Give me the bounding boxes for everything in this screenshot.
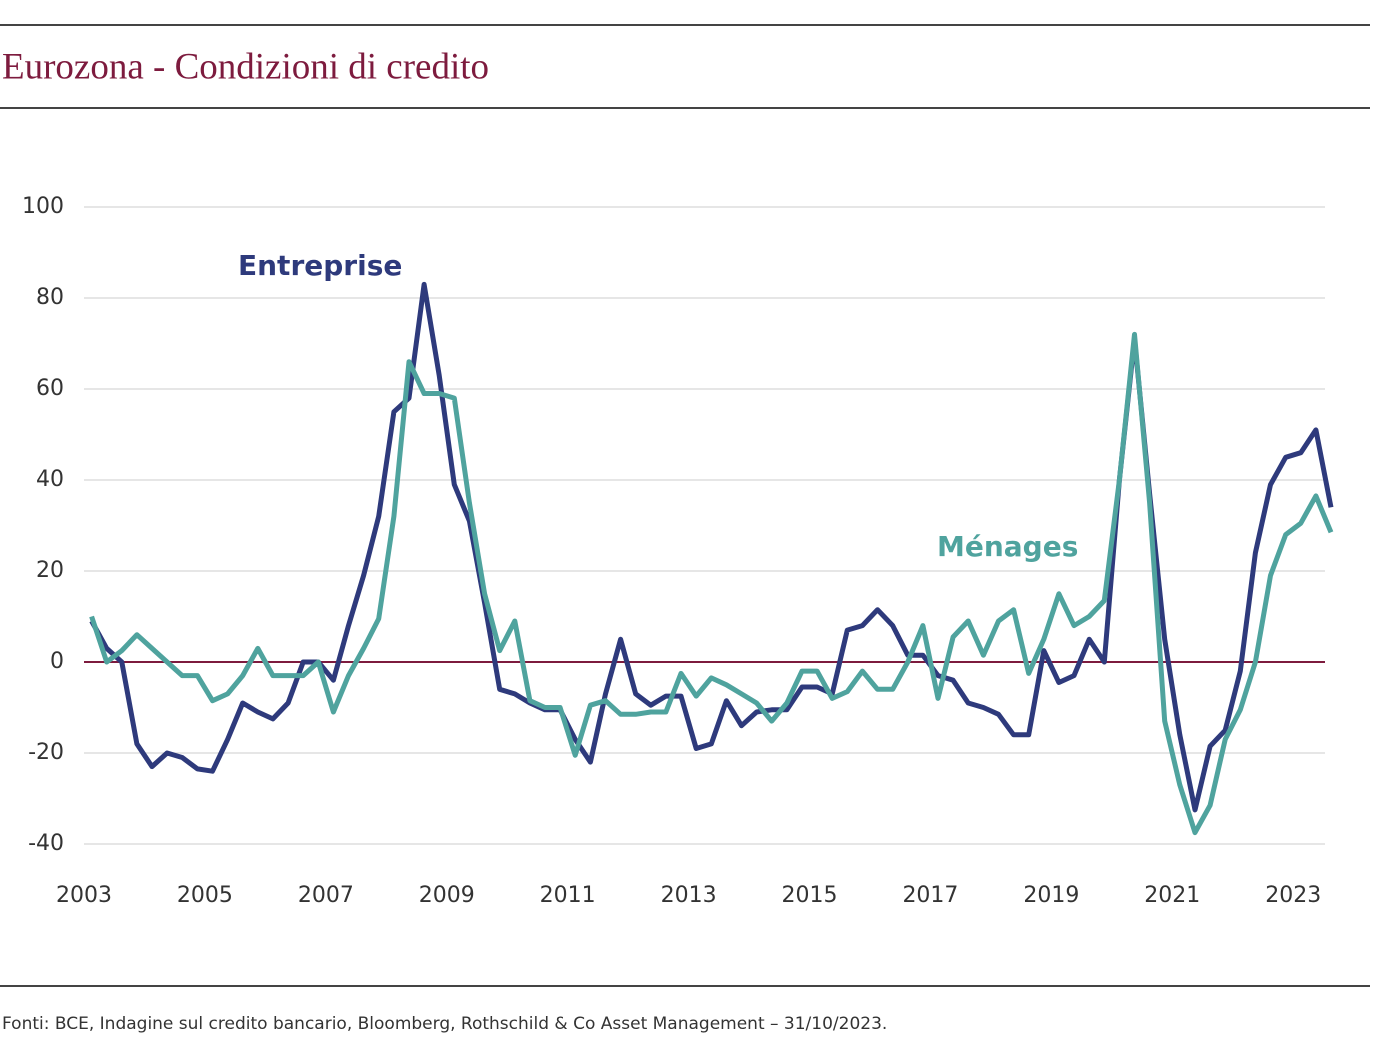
series-label: Ménages bbox=[937, 530, 1078, 563]
y-tick-label: 0 bbox=[50, 649, 64, 674]
x-tick-label: 2013 bbox=[661, 883, 717, 908]
x-tick-label: 2021 bbox=[1144, 883, 1200, 908]
series-line bbox=[89, 331, 1334, 836]
x-tick-label: 2023 bbox=[1265, 883, 1321, 908]
series-line bbox=[89, 281, 1334, 813]
y-tick-label: 80 bbox=[36, 285, 64, 310]
x-tick-label: 2003 bbox=[56, 883, 112, 908]
chart-title: Eurozona - Condizioni di credito bbox=[2, 46, 489, 87]
y-tick-label: 100 bbox=[22, 194, 64, 219]
x-tick-label: 2009 bbox=[419, 883, 475, 908]
source-note: Fonti: BCE, Indagine sul credito bancari… bbox=[2, 1014, 887, 1034]
x-tick-label: 2011 bbox=[540, 883, 596, 908]
y-tick-label: -20 bbox=[28, 740, 64, 765]
x-tick-label: 2007 bbox=[298, 883, 354, 908]
y-tick-label: -40 bbox=[28, 831, 64, 856]
y-tick-label: 40 bbox=[36, 467, 64, 492]
x-tick-label: 2017 bbox=[902, 883, 958, 908]
y-tick-label: 20 bbox=[36, 558, 64, 583]
y-tick-label: 60 bbox=[36, 376, 64, 401]
x-tick-label: 2015 bbox=[782, 883, 838, 908]
series-label: Entreprise bbox=[238, 249, 402, 282]
x-tick-label: 2005 bbox=[177, 883, 233, 908]
x-tick-label: 2019 bbox=[1023, 883, 1079, 908]
